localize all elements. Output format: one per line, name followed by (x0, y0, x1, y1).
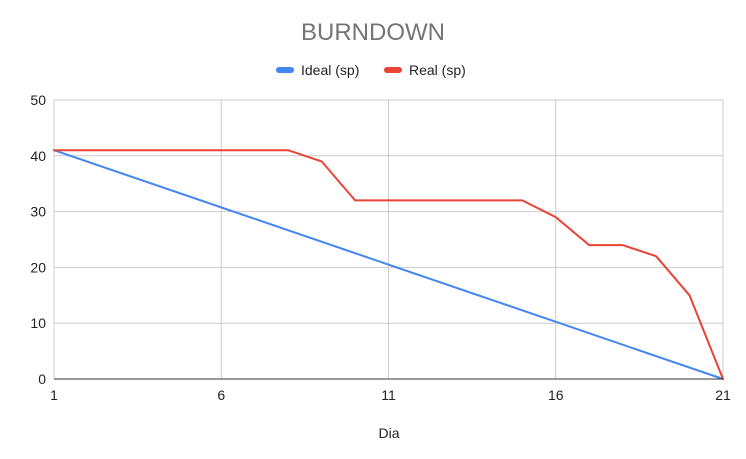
series-line-ideal (53, 149, 724, 380)
y-tick-label: 30 (30, 204, 46, 220)
y-tick-label: 10 (30, 315, 46, 331)
x-tick-label: 11 (381, 387, 396, 403)
x-axis-label: Dia (378, 425, 399, 441)
legend-label: Ideal (sp) (301, 62, 359, 78)
y-tick-label: 50 (30, 92, 46, 108)
chart-title: BURNDOWN (301, 19, 445, 46)
y-tick-label: 40 (30, 148, 46, 164)
x-tick-label: 21 (715, 387, 731, 403)
grid (53, 99, 724, 379)
x-tick-label: 6 (217, 387, 225, 403)
x-tick-label: 1 (50, 387, 58, 403)
legend: Ideal (sp) Real (sp) (276, 62, 466, 78)
y-tick-label: 20 (30, 259, 46, 275)
y-axis-ticks: 0 10 20 30 40 50 (30, 92, 46, 387)
series-line-real (53, 149, 724, 380)
legend-swatch (384, 67, 402, 73)
y-tick-label: 0 (38, 371, 46, 387)
legend-swatch (276, 67, 294, 73)
x-axis-ticks: 1 6 11 16 21 (50, 387, 731, 403)
legend-label: Real (sp) (409, 62, 466, 78)
series-group (53, 149, 724, 380)
x-tick-label: 16 (548, 387, 564, 403)
